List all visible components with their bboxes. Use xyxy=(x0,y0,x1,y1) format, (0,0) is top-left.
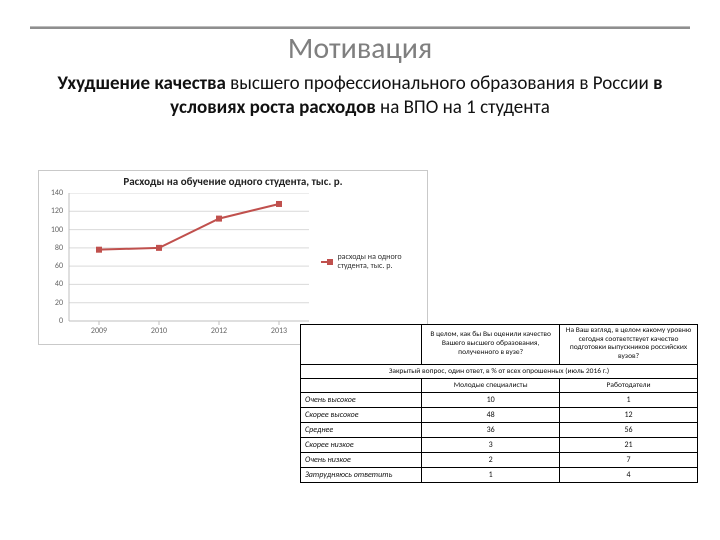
row-value: 1 xyxy=(422,467,560,482)
row-label: Очень высокое xyxy=(301,392,422,407)
row-value: 21 xyxy=(560,437,698,452)
chart-body: 020406080100120140 2009201020122013 расх… xyxy=(39,193,427,344)
row-label: Скорее низкое xyxy=(301,437,422,452)
chart-legend: расходы на одного студента, тыс. р. xyxy=(321,253,421,271)
legend-marker-icon xyxy=(321,257,333,267)
row-label: Среднее xyxy=(301,422,422,437)
row-value: 2 xyxy=(422,452,560,467)
row-label: Скорее высокое xyxy=(301,407,422,422)
table-body: Очень высокое101Скорее высокое4812Средне… xyxy=(301,392,698,482)
subheader-1: Молодые специалисты xyxy=(422,378,560,392)
expenses-chart: Расходы на обучение одного студента, тыс… xyxy=(38,170,428,345)
table-row: Скорее высокое4812 xyxy=(301,407,698,422)
x-tick-label: 2013 xyxy=(259,326,299,336)
survey-table: В целом, как бы Вы оценили качество Ваше… xyxy=(300,324,698,483)
table-row: Очень высокое101 xyxy=(301,392,698,407)
legend-label: расходы на одного студента, тыс. р. xyxy=(337,253,421,271)
y-tick-label: 20 xyxy=(39,298,63,308)
table-note-row: Закрытый вопрос, один ответ, в % от всех… xyxy=(301,364,698,378)
y-tick-label: 0 xyxy=(39,316,63,326)
table-corner-cell xyxy=(301,325,422,365)
x-tick-label: 2010 xyxy=(139,326,179,336)
question-col-2: На Ваш взгляд, в целом какому уровню сег… xyxy=(560,325,698,365)
table-row: Очень низкое27 xyxy=(301,452,698,467)
subtitle-part-4: на ВПО на 1 студента xyxy=(376,96,550,119)
y-tick-label: 80 xyxy=(39,243,63,253)
table-row: Среднее3656 xyxy=(301,422,698,437)
y-tick-label: 140 xyxy=(39,188,63,198)
table-header-row: В целом, как бы Вы оценили качество Ваше… xyxy=(301,325,698,365)
x-tick-label: 2012 xyxy=(199,326,239,336)
y-tick-label: 60 xyxy=(39,261,63,271)
x-tick-label: 2009 xyxy=(79,326,119,336)
row-value: 12 xyxy=(560,407,698,422)
row-label: Очень низкое xyxy=(301,452,422,467)
table-row: Затрудняюсь ответить14 xyxy=(301,467,698,482)
y-tick-label: 40 xyxy=(39,279,63,289)
row-value: 4 xyxy=(560,467,698,482)
subheader-2: Работодатели xyxy=(560,378,698,392)
subtitle-part-2: высшего профессионального образования в … xyxy=(226,72,653,95)
slide-title: Мотивация xyxy=(0,30,720,67)
row-value: 3 xyxy=(422,437,560,452)
top-rule xyxy=(30,26,690,29)
table-subheader-row: Молодые специалисты Работодатели xyxy=(301,378,698,392)
slide: Мотивация Ухудшение качества высшего про… xyxy=(0,0,720,540)
table-note: Закрытый вопрос, один ответ, в % от всех… xyxy=(301,364,698,378)
slide-subtitle: Ухудшение качества высшего профессиональ… xyxy=(40,72,680,120)
row-value: 56 xyxy=(560,422,698,437)
row-value: 7 xyxy=(560,452,698,467)
question-col-1: В целом, как бы Вы оценили качество Ваше… xyxy=(422,325,560,365)
y-tick-label: 120 xyxy=(39,206,63,216)
row-value: 48 xyxy=(422,407,560,422)
chart-title: Расходы на обучение одного студента, тыс… xyxy=(39,171,427,188)
row-label: Затрудняюсь ответить xyxy=(301,467,422,482)
subtitle-part-1: Ухудшение качества xyxy=(58,72,226,95)
row-value: 1 xyxy=(560,392,698,407)
y-tick-label: 100 xyxy=(39,225,63,235)
table-row: Скорее низкое321 xyxy=(301,437,698,452)
row-value: 36 xyxy=(422,422,560,437)
row-value: 10 xyxy=(422,392,560,407)
subheader-empty xyxy=(301,378,422,392)
survey-table-container: В целом, как бы Вы оценили качество Ваше… xyxy=(300,324,698,483)
